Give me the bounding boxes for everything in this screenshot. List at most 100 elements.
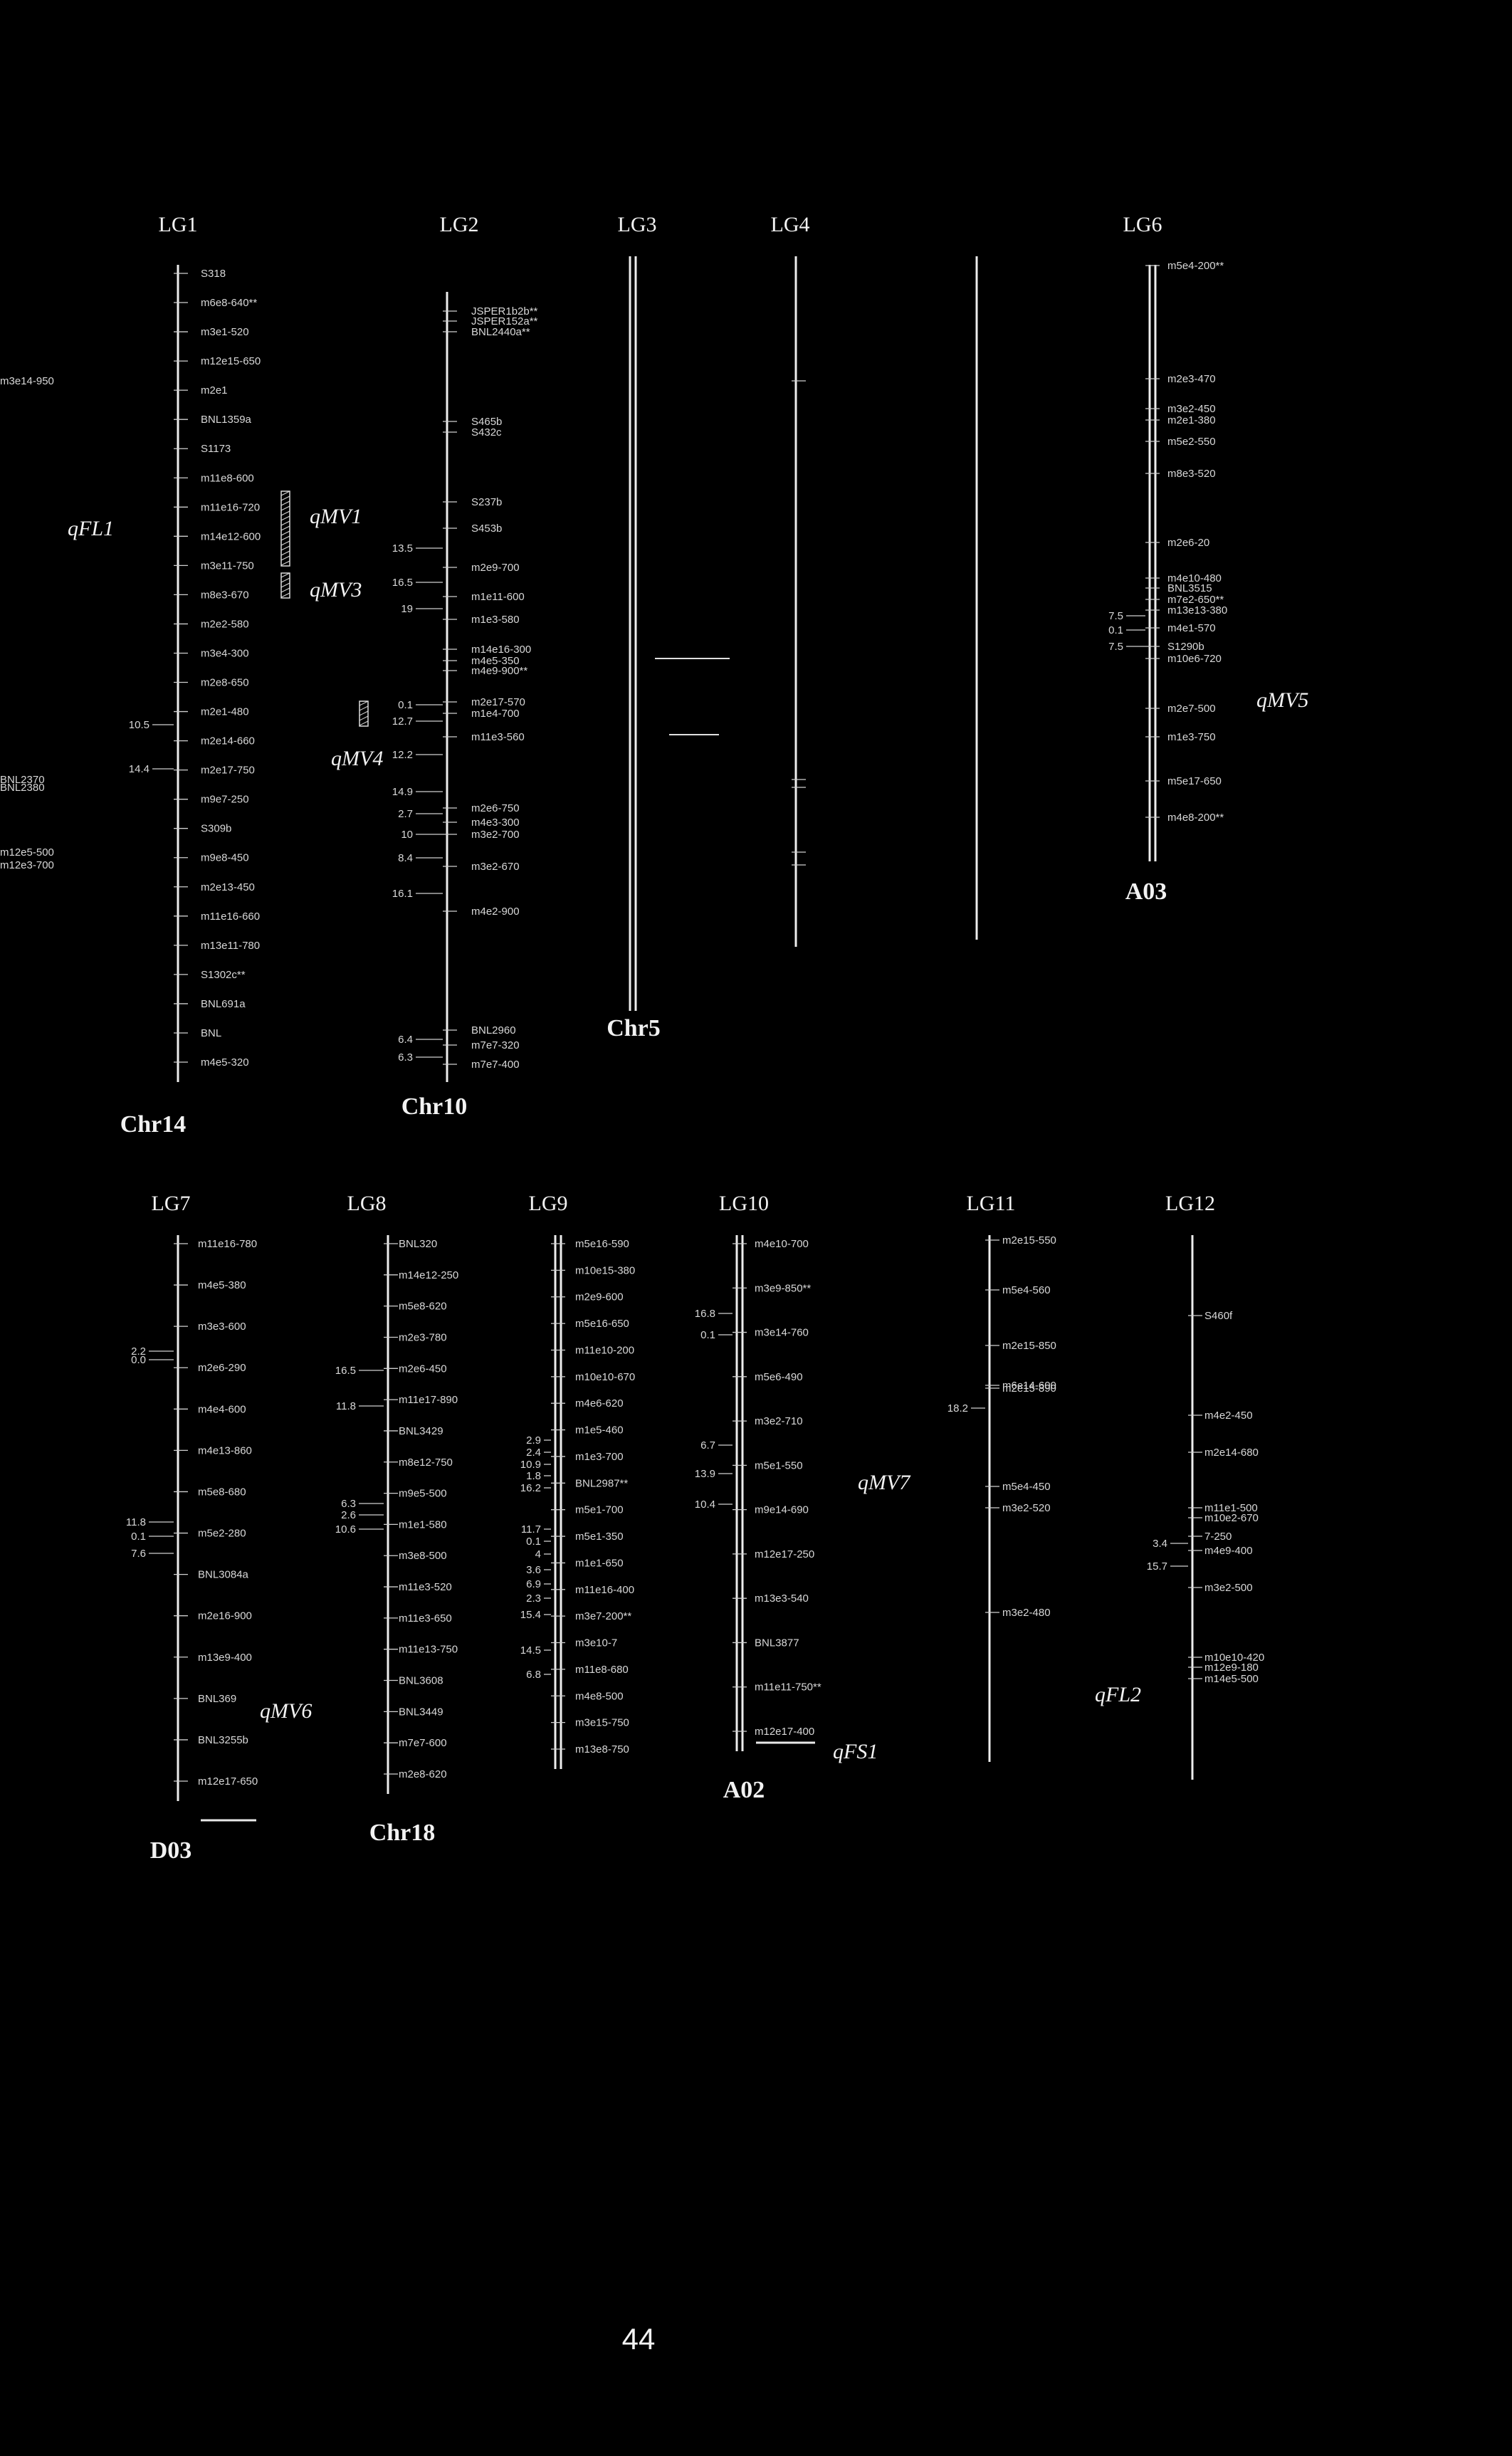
- distance-label: 10: [401, 829, 413, 841]
- marker-label: m2e7-500: [1167, 703, 1216, 715]
- distance-label: 0.1: [398, 699, 413, 711]
- distance-label: 14.5: [520, 1644, 541, 1657]
- marker-label: m4e9-400: [1204, 1545, 1253, 1557]
- marker-label: m3e2-450: [1167, 403, 1216, 415]
- marker-label: m1e5-460: [575, 1424, 624, 1437]
- marker-label: m3e1-520: [201, 326, 249, 338]
- hatch-line: [280, 510, 290, 516]
- marker-label: m5e2-280: [198, 1528, 246, 1540]
- marker-label: m1e3-580: [471, 614, 520, 626]
- linkage-group-lg7: LG7 m11e16-780 m4e5-380 m3e3-600 m2e6-290 m4e…: [126, 1192, 312, 1864]
- marker-label: m5e8-680: [198, 1486, 246, 1498]
- marker-label: m10e2-670: [1204, 1512, 1259, 1524]
- marker-label: BNL2380: [0, 782, 45, 794]
- linkage-group-lg12: LG12 S460f m4e2-450 m2e14-680 m11e1-500m10e2…: [1095, 1192, 1264, 1780]
- marker-label: m2e6-290: [198, 1362, 246, 1374]
- hatch-line: [280, 530, 290, 536]
- marker-label: m1e4-700: [471, 708, 520, 720]
- distance-label: 11.7: [521, 1523, 541, 1536]
- marker-label: m12e5-500: [0, 846, 54, 859]
- lg-title: LG2: [440, 213, 479, 236]
- marker-label: m5e8-620: [399, 1301, 447, 1313]
- hatch-line: [280, 577, 290, 583]
- distance-label: 6.3: [341, 1498, 356, 1510]
- marker-label: m11e13-750: [399, 1644, 458, 1656]
- chromosome-label: A03: [1125, 878, 1167, 905]
- lg-title: LG11: [967, 1192, 1016, 1215]
- qtl-label: qMV6: [260, 1699, 312, 1723]
- marker-label: m2e8-620: [399, 1768, 447, 1780]
- marker-label: S432c: [471, 426, 502, 439]
- hatch-line: [280, 540, 290, 546]
- distance-label: 16.5: [335, 1365, 356, 1377]
- distance-label: 0.1: [700, 1329, 715, 1341]
- marker-label: S1173: [201, 443, 231, 455]
- marker-label: BNL2370: [0, 774, 45, 786]
- marker-label: S453b: [471, 523, 502, 535]
- hatch-line: [280, 505, 290, 511]
- marker-label: m9e14-690: [755, 1504, 809, 1516]
- lg-title: LG12: [1165, 1192, 1215, 1215]
- distance-label: 13.5: [392, 542, 413, 555]
- marker-label: m11e10-200: [575, 1344, 634, 1356]
- marker-label: m8e12-750: [399, 1457, 453, 1469]
- marker-label: 7-250: [1204, 1531, 1232, 1543]
- marker-label: m3e2-710: [755, 1415, 803, 1427]
- distance-label: 12.2: [392, 749, 413, 761]
- marker-label: BNL320: [399, 1238, 437, 1250]
- marker-label: m12e17-650: [198, 1775, 258, 1788]
- linkage-group-lg1: LG1 S318 m6e8-640** m3e1-520 m12e15-650 m2e1 B…: [68, 213, 383, 1138]
- hatch-line: [359, 715, 369, 721]
- marker-label: m2e3-780: [399, 1331, 447, 1343]
- marker-label: m2e17-750: [201, 765, 255, 777]
- marker-label: BNL3429: [399, 1425, 443, 1437]
- marker-label: m2e14-680: [1204, 1447, 1259, 1459]
- marker-label: m3e15-750: [575, 1717, 629, 1729]
- marker-label: m1e3-700: [575, 1451, 624, 1463]
- distance-label: 1.8: [526, 1470, 541, 1482]
- marker-label: m4e8-200**: [1167, 812, 1224, 824]
- marker-label: m2e16-900: [198, 1610, 252, 1622]
- marker-label: m5e16-590: [575, 1238, 629, 1250]
- marker-label: S309b: [201, 823, 231, 835]
- qtl-label: qMV1: [310, 505, 362, 528]
- marker-label: m4e2-900: [471, 906, 520, 918]
- marker-label: m9e7-250: [201, 794, 249, 806]
- distance-label: 11.8: [336, 1400, 356, 1412]
- page-number: 44: [622, 2322, 656, 2356]
- marker-label: m2e15-550: [1002, 1234, 1056, 1247]
- hatch-line: [280, 525, 290, 531]
- marker-label: m4e6-620: [575, 1397, 624, 1410]
- chromosome-label: Chr5: [607, 1015, 661, 1041]
- distance-label: 2.2: [131, 1345, 146, 1358]
- marker-label: m11e8-680: [575, 1664, 629, 1676]
- marker-label: m4e3-300: [471, 817, 520, 829]
- marker-label: m5e6-490: [755, 1371, 803, 1383]
- marker-label: m2e6-750: [471, 802, 520, 814]
- marker-label: S1290b: [1167, 641, 1204, 653]
- distance-label: 0.0: [131, 1354, 146, 1366]
- marker-label: m4e4-600: [198, 1403, 246, 1415]
- qtl-label: qMV4: [331, 747, 383, 770]
- hatch-line: [280, 592, 290, 598]
- marker-label: S465b: [471, 416, 502, 428]
- distance-label: 16.8: [695, 1308, 715, 1320]
- distance-label: 6.9: [526, 1578, 541, 1590]
- hatch-line: [280, 555, 290, 561]
- distance-label: 14.9: [392, 786, 413, 798]
- hatch-line: [280, 582, 290, 588]
- marker-label: m11e16-660: [201, 910, 260, 923]
- hatch-line: [280, 560, 290, 566]
- marker-label: m13e13-380: [1167, 604, 1227, 616]
- marker-label: m2e3-470: [1167, 373, 1216, 385]
- marker-label: m5e1-550: [755, 1459, 803, 1471]
- marker-label: m9e5-500: [399, 1488, 447, 1500]
- distance-label: 0.1: [1108, 624, 1123, 636]
- qtl-label: qFL2: [1095, 1683, 1141, 1706]
- qtl-interval-box: [280, 572, 290, 599]
- marker-label: S237b: [471, 496, 502, 508]
- hatch-line: [359, 720, 369, 726]
- marker-label: m12e9-180: [1204, 1662, 1259, 1674]
